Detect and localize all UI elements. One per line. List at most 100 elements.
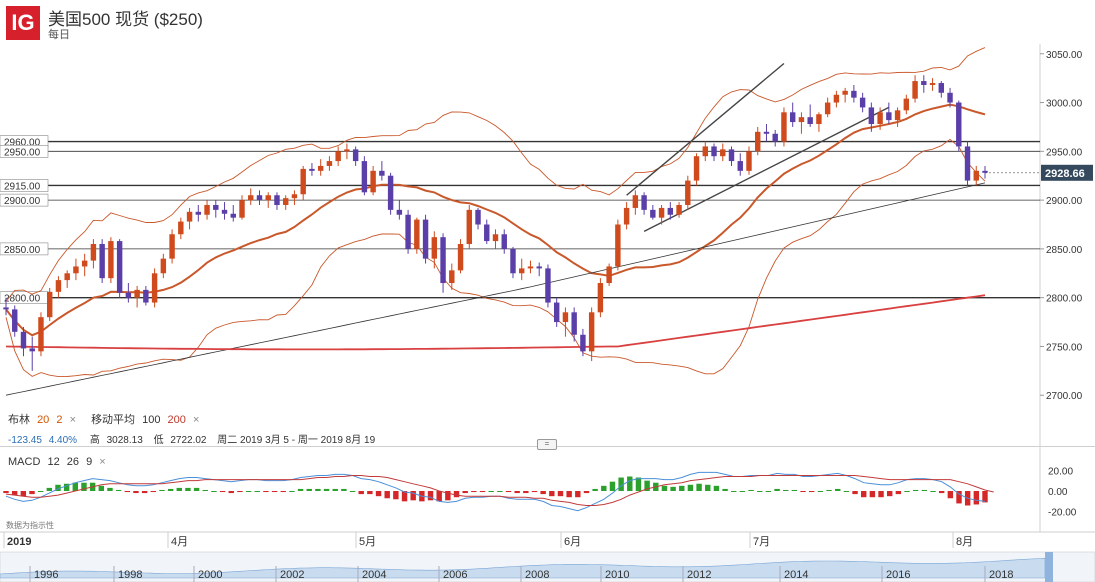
macd-histogram-bar — [427, 491, 434, 501]
period-change: -123.45 — [8, 435, 42, 446]
candle-body — [344, 149, 350, 152]
candle-body — [300, 168, 306, 195]
macd-histogram-bar — [271, 491, 278, 493]
price-tick-label: 3000.00 — [1046, 99, 1083, 110]
pane-resize-handle[interactable]: = — [537, 439, 557, 450]
macd-histogram-bar — [886, 491, 893, 497]
macd-signal: 9 — [86, 456, 93, 468]
candle-body — [90, 244, 97, 261]
candle-body — [615, 224, 621, 267]
navigator-year-label: 2006 — [443, 569, 467, 581]
macd-histogram-bar — [713, 485, 720, 491]
candle-body — [912, 81, 918, 99]
trendline-lower — [643, 106, 890, 232]
macd-histogram-bar — [609, 481, 616, 491]
candle-body — [204, 204, 210, 215]
candle-body — [693, 156, 700, 181]
candle-body — [685, 180, 691, 205]
candle-body — [536, 266, 542, 269]
navigator-window — [1045, 552, 1053, 582]
main-plot-area — [0, 44, 1040, 405]
macd-histogram-bar — [505, 491, 512, 493]
macd-histogram-bar — [540, 491, 546, 495]
candle-body — [317, 165, 324, 171]
indicative-note: 数据为指示性 — [6, 521, 54, 530]
candle-body — [213, 204, 219, 210]
macd-histogram-bar — [809, 491, 815, 493]
macd-histogram-bar — [471, 491, 477, 493]
candle-body — [553, 302, 560, 323]
macd-histogram-bar — [705, 484, 711, 491]
macd-histogram-bar — [219, 491, 226, 493]
candle-body — [921, 81, 927, 85]
candle-body — [405, 214, 411, 249]
current-price-label: 2928.66 — [1045, 168, 1085, 180]
candle-body — [676, 204, 682, 215]
macd-histogram-bar — [930, 491, 936, 492]
candle-body — [309, 168, 315, 171]
candle-body — [728, 149, 735, 162]
macd-histogram-bar — [72, 482, 79, 491]
macd-histogram-bar — [904, 491, 910, 492]
macd-histogram-bar — [739, 491, 746, 492]
price-tick-label: 2900.00 — [1046, 196, 1083, 207]
candle-body — [807, 117, 813, 125]
period-change-pct: 4.40% — [48, 435, 78, 446]
macd-histogram-bar — [895, 491, 902, 495]
macd-histogram-bar — [349, 491, 356, 492]
candle-body — [239, 200, 245, 218]
timeframe-label[interactable]: 每日 — [48, 29, 70, 41]
macd-histogram-bar — [679, 485, 685, 491]
candle-body — [571, 312, 577, 335]
candle-body — [562, 312, 569, 323]
candle-body — [440, 237, 446, 284]
candle-body — [903, 98, 910, 111]
period-low: 2722.02 — [170, 435, 207, 446]
macd-histogram-bar — [436, 491, 442, 502]
ma-remove-icon[interactable]: × — [192, 414, 200, 426]
macd-histogram-bar — [63, 483, 70, 491]
price-tick-label: 2950.00 — [1046, 147, 1083, 158]
candle-body — [833, 94, 840, 103]
ma-label[interactable]: 移动平均 — [91, 414, 136, 426]
ma-period-100: 100 — [142, 414, 161, 426]
navigator-year-label: 2010 — [605, 569, 629, 581]
candle-body — [641, 195, 647, 210]
bollinger-label[interactable]: 布林 — [8, 414, 30, 426]
candle-body — [475, 209, 481, 225]
candle-body — [230, 213, 236, 218]
candle-body — [982, 170, 988, 173]
macd-histogram-bar — [401, 491, 408, 502]
navigator-area — [0, 557, 1046, 579]
macd-remove-icon[interactable]: × — [99, 456, 106, 468]
macd-histogram-bar — [956, 491, 962, 504]
navigator-year-label: 2008 — [525, 569, 549, 581]
macd-histogram-bar — [254, 491, 260, 492]
macd-histogram-bar — [20, 491, 27, 497]
macd-histogram-bar — [757, 491, 763, 492]
macd-histogram-bar — [566, 491, 572, 498]
candle-body — [720, 149, 726, 157]
candle-body — [492, 234, 499, 242]
macd-histogram-bar — [211, 491, 217, 492]
level-tag-text: 2960.00 — [4, 138, 41, 149]
candle-body — [711, 146, 717, 157]
macd-label[interactable]: MACD — [8, 456, 41, 468]
macd-histogram-bar — [384, 491, 390, 499]
macd-histogram-bar — [783, 489, 789, 491]
macd-histogram-bar — [575, 491, 581, 498]
navigator-year-label: 1998 — [118, 569, 142, 581]
level-tag-text: 2900.00 — [4, 196, 41, 207]
macd-histogram-bar — [107, 487, 113, 491]
macd-histogram-bar — [549, 491, 555, 497]
bollinger-remove-icon[interactable]: × — [69, 414, 76, 426]
navigator-year-label: 1996 — [34, 569, 58, 581]
candle-body — [519, 268, 525, 274]
candle-body — [851, 90, 857, 98]
chart-header: IG 美国500 现货 ($250) 每日 — [0, 0, 1095, 44]
macd-histogram-bar — [497, 491, 503, 492]
candle-body — [510, 248, 516, 274]
current-price-box — [1041, 164, 1093, 181]
macd-histogram-bar — [393, 491, 399, 500]
